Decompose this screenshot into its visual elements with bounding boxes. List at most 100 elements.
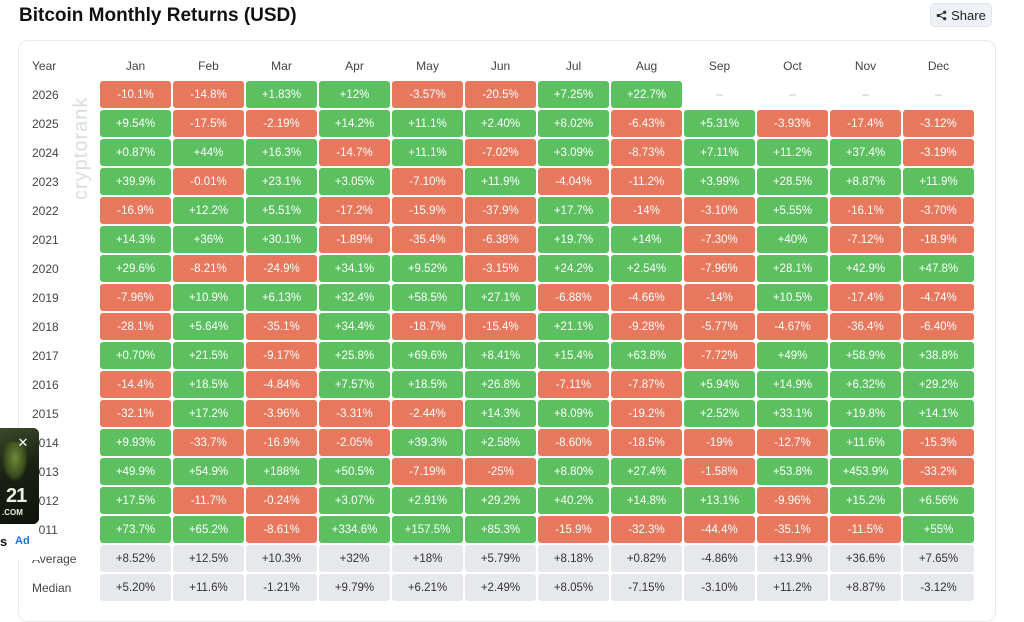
return-cell-2018-mar[interactable]: -35.1% [246,313,317,340]
return-cell-2020-apr[interactable]: +34.1% [319,255,390,282]
stat-cell-average-feb[interactable]: +12.5% [173,545,244,572]
return-cell-2011-nov[interactable]: -11.5% [830,516,901,543]
return-cell-2018-apr[interactable]: +34.4% [319,313,390,340]
return-cell-2013-jan[interactable]: +49.9% [100,458,171,485]
return-cell-2011-jul[interactable]: -15.9% [538,516,609,543]
return-cell-2014-oct[interactable]: -12.7% [757,429,828,456]
return-cell-2025-aug[interactable]: -6.43% [611,110,682,137]
return-cell-2016-apr[interactable]: +7.57% [319,371,390,398]
return-cell-2015-aug[interactable]: -19.2% [611,400,682,427]
return-cell-2015-oct[interactable]: +33.1% [757,400,828,427]
return-cell-2019-mar[interactable]: +6.13% [246,284,317,311]
return-cell-2025-jun[interactable]: +2.40% [465,110,536,137]
stat-cell-average-nov[interactable]: +36.6% [830,545,901,572]
return-cell-2016-sep[interactable]: +5.94% [684,371,755,398]
return-cell-2024-aug[interactable]: -8.73% [611,139,682,166]
return-cell-2011-sep[interactable]: -44.4% [684,516,755,543]
return-cell-2014-may[interactable]: +39.3% [392,429,463,456]
return-cell-2015-mar[interactable]: -3.96% [246,400,317,427]
return-cell-2014-sep[interactable]: -19% [684,429,755,456]
return-cell-2023-jul[interactable]: -4.04% [538,168,609,195]
return-cell-2021-jan[interactable]: +14.3% [100,226,171,253]
return-cell-2024-feb[interactable]: +44% [173,139,244,166]
return-cell-2016-oct[interactable]: +14.9% [757,371,828,398]
return-cell-2016-may[interactable]: +18.5% [392,371,463,398]
share-button[interactable]: Share [930,3,992,27]
return-cell-2024-jul[interactable]: +3.09% [538,139,609,166]
return-cell-2021-may[interactable]: -35.4% [392,226,463,253]
return-cell-2026-jan[interactable]: -10.1% [100,81,171,108]
return-cell-2014-apr[interactable]: -2.05% [319,429,390,456]
stat-cell-median-apr[interactable]: +9.79% [319,574,390,601]
return-cell-2014-jan[interactable]: +9.93% [100,429,171,456]
return-cell-2015-feb[interactable]: +17.2% [173,400,244,427]
return-cell-2021-feb[interactable]: +36% [173,226,244,253]
return-cell-2015-may[interactable]: -2.44% [392,400,463,427]
return-cell-2022-may[interactable]: -15.9% [392,197,463,224]
return-cell-2021-nov[interactable]: -7.12% [830,226,901,253]
return-cell-2024-may[interactable]: +11.1% [392,139,463,166]
stat-cell-median-sep[interactable]: -3.10% [684,574,755,601]
return-cell-2017-apr[interactable]: +25.8% [319,342,390,369]
return-cell-2025-jul[interactable]: +8.02% [538,110,609,137]
return-cell-2025-mar[interactable]: -2.19% [246,110,317,137]
return-cell-2026-may[interactable]: -3.57% [392,81,463,108]
return-cell-2020-sep[interactable]: -7.96% [684,255,755,282]
return-cell-2016-mar[interactable]: -4.84% [246,371,317,398]
return-cell-2020-mar[interactable]: -24.9% [246,255,317,282]
return-cell-2022-mar[interactable]: +5.51% [246,197,317,224]
return-cell-2020-jan[interactable]: +29.6% [100,255,171,282]
return-cell-2020-may[interactable]: +9.52% [392,255,463,282]
return-cell-2025-sep[interactable]: +5.31% [684,110,755,137]
return-cell-2026-mar[interactable]: +1.83% [246,81,317,108]
return-cell-2014-feb[interactable]: -33.7% [173,429,244,456]
return-cell-2017-sep[interactable]: -7.72% [684,342,755,369]
return-cell-2026-apr[interactable]: +12% [319,81,390,108]
stat-cell-median-nov[interactable]: +8.87% [830,574,901,601]
return-cell-2025-feb[interactable]: -17.5% [173,110,244,137]
return-cell-2018-aug[interactable]: -9.28% [611,313,682,340]
return-cell-2016-jul[interactable]: -7.11% [538,371,609,398]
return-cell-2016-aug[interactable]: -7.87% [611,371,682,398]
return-cell-2012-jul[interactable]: +40.2% [538,487,609,514]
stat-cell-median-jan[interactable]: +5.20% [100,574,171,601]
return-cell-2019-dec[interactable]: -4.74% [903,284,974,311]
return-cell-2026-aug[interactable]: +22.7% [611,81,682,108]
return-cell-2016-jan[interactable]: -14.4% [100,371,171,398]
return-cell-2025-oct[interactable]: -3.93% [757,110,828,137]
return-cell-2019-apr[interactable]: +32.4% [319,284,390,311]
return-cell-2017-nov[interactable]: +58.9% [830,342,901,369]
return-cell-2022-jan[interactable]: -16.9% [100,197,171,224]
return-cell-2018-nov[interactable]: -36.4% [830,313,901,340]
return-cell-2012-may[interactable]: +2.91% [392,487,463,514]
stat-cell-average-apr[interactable]: +32% [319,545,390,572]
return-cell-2020-jun[interactable]: -3.15% [465,255,536,282]
return-cell-2011-dec[interactable]: +55% [903,516,974,543]
return-cell-2015-dec[interactable]: +14.1% [903,400,974,427]
stat-cell-average-jan[interactable]: +8.52% [100,545,171,572]
return-cell-2026-nov[interactable]: – [862,88,869,101]
return-cell-2017-may[interactable]: +69.6% [392,342,463,369]
stat-cell-average-sep[interactable]: -4.86% [684,545,755,572]
return-cell-2016-nov[interactable]: +6.32% [830,371,901,398]
return-cell-2026-jun[interactable]: -20.5% [465,81,536,108]
stat-cell-average-may[interactable]: +18% [392,545,463,572]
return-cell-2021-dec[interactable]: -18.9% [903,226,974,253]
return-cell-2018-feb[interactable]: +5.64% [173,313,244,340]
return-cell-2012-mar[interactable]: -0.24% [246,487,317,514]
return-cell-2018-dec[interactable]: -6.40% [903,313,974,340]
return-cell-2017-mar[interactable]: -9.17% [246,342,317,369]
return-cell-2011-aug[interactable]: -32.3% [611,516,682,543]
return-cell-2013-aug[interactable]: +27.4% [611,458,682,485]
return-cell-2024-dec[interactable]: -3.19% [903,139,974,166]
return-cell-2021-jun[interactable]: -6.38% [465,226,536,253]
return-cell-2023-apr[interactable]: +3.05% [319,168,390,195]
stat-cell-median-dec[interactable]: -3.12% [903,574,974,601]
return-cell-2017-jun[interactable]: +8.41% [465,342,536,369]
return-cell-2011-oct[interactable]: -35.1% [757,516,828,543]
return-cell-2014-nov[interactable]: +11.6% [830,429,901,456]
stat-cell-median-feb[interactable]: +11.6% [173,574,244,601]
return-cell-2022-oct[interactable]: +5.55% [757,197,828,224]
return-cell-2024-sep[interactable]: +7.11% [684,139,755,166]
return-cell-2021-aug[interactable]: +14% [611,226,682,253]
